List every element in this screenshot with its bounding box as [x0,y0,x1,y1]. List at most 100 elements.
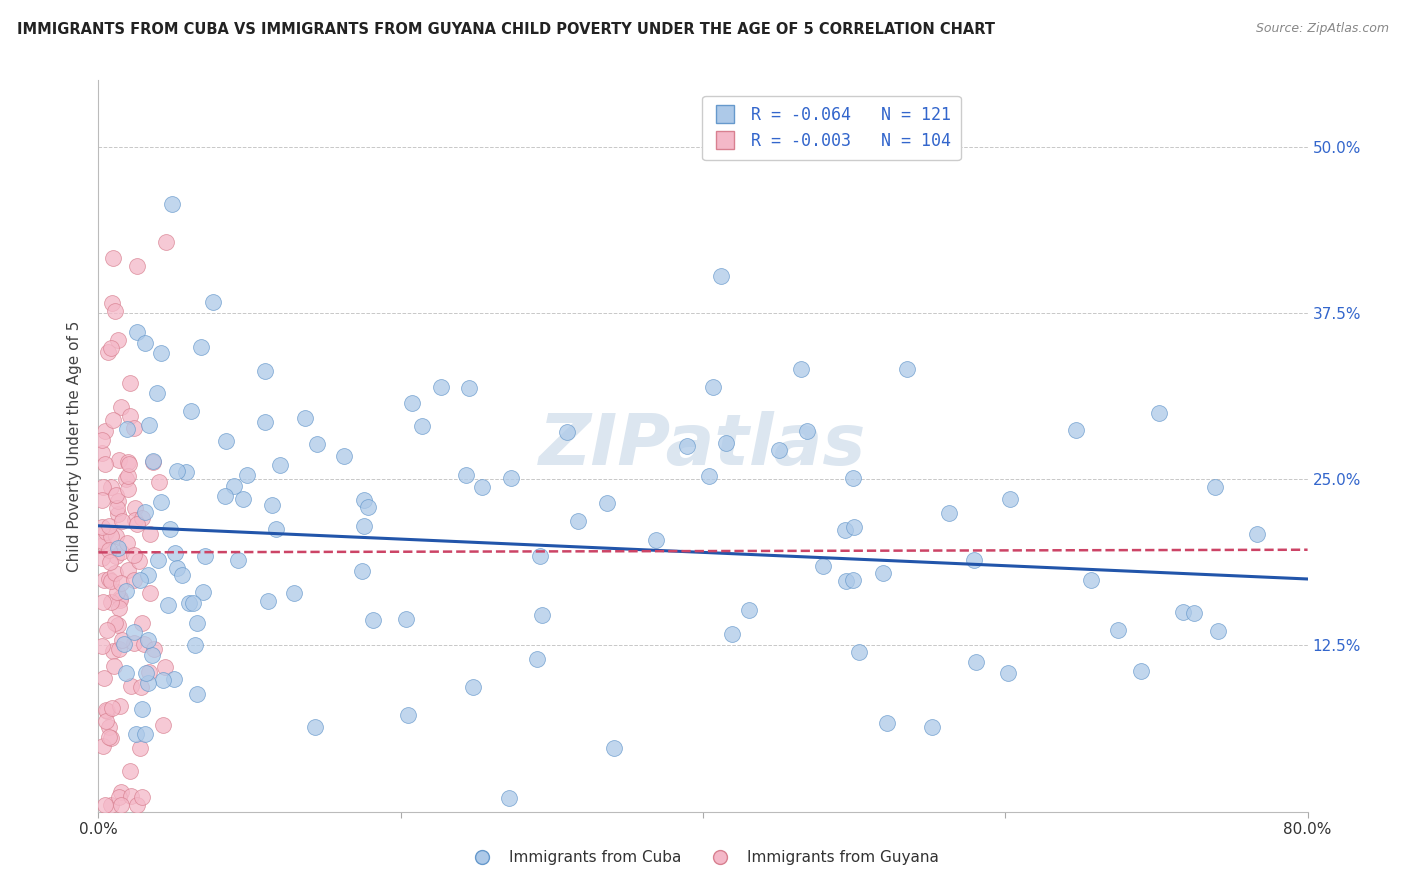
Point [111,632,134,647]
Point [163,672,186,686]
Point [100,555,122,569]
Point [844,520,866,534]
Point [142,454,165,468]
Point [131,701,153,715]
Point [155,235,177,249]
Point [100,341,122,355]
Point [100,529,122,543]
Point [714,435,737,450]
Point [108,591,131,606]
Point [353,493,375,508]
Point [921,720,943,734]
Point [361,613,384,627]
Point [645,533,668,547]
Point [1182,606,1205,620]
Point [150,345,173,359]
Point [876,716,898,731]
Point [896,362,918,376]
Point [702,379,724,393]
Point [124,500,146,515]
Y-axis label: Child Poverty Under the Age of 5: Child Poverty Under the Age of 5 [67,320,83,572]
Point [91,739,114,754]
Point [93,537,115,551]
Point [567,514,589,528]
Point [194,549,217,563]
Point [122,421,145,435]
Point [117,562,139,576]
Point [353,518,375,533]
Point [107,493,129,508]
Point [401,396,423,410]
Point [148,475,170,489]
Point [122,636,145,650]
Point [103,659,125,673]
Point [120,764,142,779]
Point [998,492,1021,507]
Point [107,541,129,555]
Point [127,516,149,531]
Point [260,498,283,512]
Point [93,594,115,608]
Point [93,672,115,686]
Point [131,615,153,630]
Point [101,413,124,427]
Point [93,424,115,438]
Point [96,624,118,638]
Point [269,458,291,472]
Legend: Immigrants from Cuba, Immigrants from Guyana: Immigrants from Cuba, Immigrants from Gu… [461,844,945,871]
Point [963,553,986,567]
Point [159,521,181,535]
Point [98,720,121,734]
Point [132,637,155,651]
Point [110,545,132,559]
Point [1204,480,1226,494]
Point [156,598,179,612]
Point [110,401,132,415]
Text: Source: ZipAtlas.com: Source: ZipAtlas.com [1256,22,1389,36]
Point [181,596,204,610]
Point [90,433,112,447]
Point [100,700,122,714]
Point [93,480,115,494]
Text: IMMIGRANTS FROM CUBA VS IMMIGRANTS FROM GUYANA CHILD POVERTY UNDER THE AGE OF 5 : IMMIGRANTS FROM CUBA VS IMMIGRANTS FROM … [17,22,995,37]
Point [117,482,139,496]
Point [160,197,183,211]
Point [186,616,208,631]
Point [146,385,169,400]
Point [152,718,174,732]
Point [91,534,114,549]
Point [96,704,118,718]
Point [97,345,120,359]
Point [454,468,477,483]
Point [152,673,174,687]
Point [232,492,254,507]
Point [141,648,163,663]
Point [118,457,141,471]
Point [720,626,742,640]
Point [357,500,380,514]
Point [91,551,114,566]
Point [94,457,117,471]
Point [131,511,153,525]
Point [526,651,548,665]
Point [697,469,720,483]
Point [122,548,145,562]
Point [790,362,813,376]
Point [834,523,856,537]
Point [117,455,139,469]
Point [91,493,114,508]
Point [108,642,131,657]
Point [395,612,418,626]
Point [100,798,122,813]
Point [136,632,159,647]
Point [603,740,626,755]
Point [257,594,280,608]
Point [458,381,481,395]
Point [110,576,132,591]
Point [108,593,131,607]
Point [125,259,148,273]
Point [105,488,128,502]
Point [768,443,790,458]
Point [124,727,146,741]
Point [135,665,157,680]
